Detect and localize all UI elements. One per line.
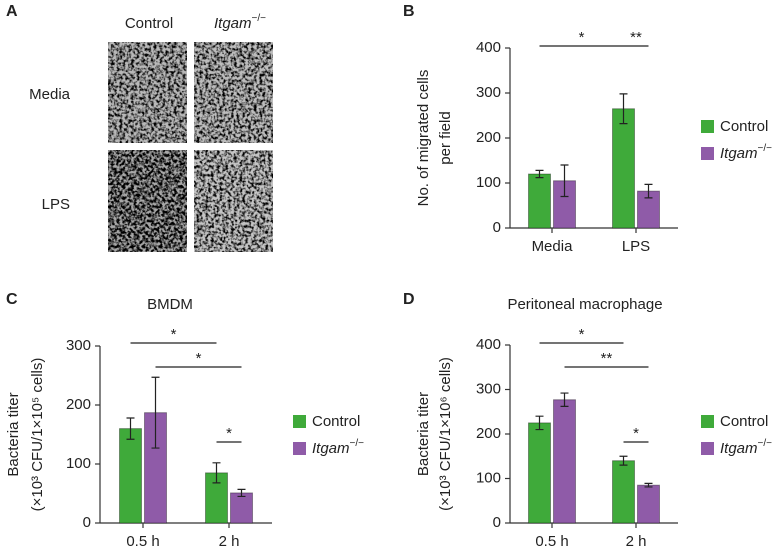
y-axis-label: (×10³ CFU/1×10⁵ cells) (29, 358, 46, 512)
chart-title: Peritoneal macrophage (507, 296, 662, 313)
legend-swatch (701, 120, 714, 133)
y-tick-label: 100 (476, 174, 501, 191)
error-bar (644, 183, 653, 199)
column-label: Control (125, 15, 173, 32)
row-label: Media (29, 86, 71, 103)
bar (528, 173, 551, 229)
micrograph (108, 150, 187, 252)
bar (612, 460, 635, 524)
error-bar (560, 392, 569, 408)
error-bar (560, 164, 569, 198)
bar (553, 399, 576, 524)
significance-label: * (226, 425, 232, 442)
significance-label: ** (601, 350, 613, 367)
column-label: Itgam−/− (214, 13, 266, 32)
x-tick-label: Media (532, 238, 574, 255)
x-tick-label: 2 h (219, 533, 240, 550)
significance-label: ** (630, 29, 642, 46)
error-bar (126, 417, 135, 440)
y-tick-label: 300 (476, 84, 501, 101)
micrographs (108, 42, 273, 252)
chart-title: BMDM (147, 296, 193, 313)
y-axis-label: Bacteria titer (415, 392, 432, 476)
bar (230, 492, 253, 524)
y-tick-label: 200 (476, 129, 501, 146)
y-tick-label: 400 (476, 39, 501, 56)
y-tick-label: 400 (476, 336, 501, 353)
significance-label: * (579, 29, 585, 46)
error-bar (619, 455, 628, 466)
x-tick-label: LPS (622, 238, 650, 255)
bar (612, 108, 635, 229)
panel-letter: C (6, 291, 18, 308)
significance-label: * (579, 326, 585, 343)
y-axis-label: No. of migrated cells (415, 70, 432, 207)
micrograph (108, 42, 187, 143)
significance-label: * (196, 350, 202, 367)
micrograph (194, 42, 273, 143)
error-bar (535, 415, 544, 431)
x-tick-label: 0.5 h (126, 533, 159, 550)
significance-label: * (633, 425, 639, 442)
bar (119, 428, 142, 524)
y-tick-label: 200 (66, 396, 91, 413)
bar (528, 422, 551, 524)
legend-label: Control (720, 118, 768, 135)
y-tick-label: 100 (476, 469, 501, 486)
panel-letter: B (403, 3, 415, 20)
legend-swatch (701, 147, 714, 160)
legend-swatch (701, 442, 714, 455)
bar (637, 484, 660, 524)
error-bar (237, 488, 246, 498)
y-axis-label: per field (437, 111, 454, 164)
y-tick-label: 0 (83, 514, 91, 531)
x-tick-label: 2 h (626, 533, 647, 550)
y-axis-label: (×10³ CFU/1×10⁶ cells) (437, 357, 454, 511)
y-tick-label: 0 (493, 514, 501, 531)
y-axis-label: Bacteria titer (5, 392, 22, 476)
legend-label: Itgam−/− (720, 143, 772, 162)
legend-label: Control (720, 413, 768, 430)
y-tick-label: 100 (66, 455, 91, 472)
error-bar (151, 376, 160, 449)
y-tick-label: 300 (66, 337, 91, 354)
error-bar (535, 169, 544, 179)
row-label: LPS (42, 196, 70, 213)
significance-label: * (171, 326, 177, 343)
panel-letter: A (6, 3, 18, 20)
legend-label: Itgam−/− (312, 438, 364, 457)
micrograph (194, 150, 273, 252)
x-tick-label: 0.5 h (535, 533, 568, 550)
legend-swatch (293, 415, 306, 428)
legend-label: Control (312, 413, 360, 430)
error-bar (644, 482, 653, 488)
legend-label: Itgam−/− (720, 438, 772, 457)
error-bar (212, 462, 221, 484)
y-tick-label: 300 (476, 380, 501, 397)
y-tick-label: 200 (476, 425, 501, 442)
legend-swatch (701, 415, 714, 428)
error-bar (619, 93, 628, 125)
legend-swatch (293, 442, 306, 455)
y-tick-label: 0 (493, 219, 501, 236)
panel-letter: D (403, 291, 415, 308)
